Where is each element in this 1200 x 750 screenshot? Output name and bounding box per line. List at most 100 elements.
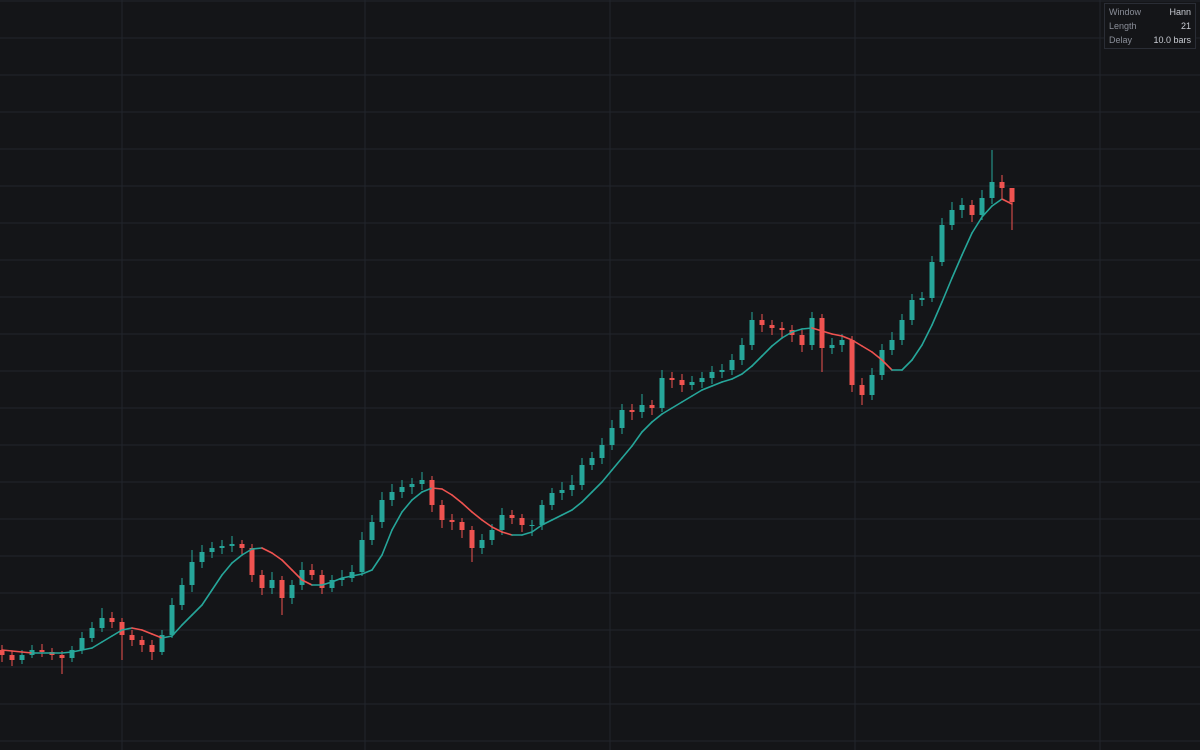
candle-body: [39, 650, 45, 652]
smoothed-line-segment: [161, 635, 173, 639]
smoothed-line-segment: [991, 198, 1003, 207]
smoothed-line-segment: [91, 641, 103, 649]
candle-body: [549, 493, 555, 505]
parameter-row: Length 21: [1109, 19, 1191, 33]
candle-body: [219, 546, 225, 548]
candle-body: [239, 544, 245, 548]
candle-body: [959, 205, 965, 210]
candle-body: [409, 484, 415, 487]
smoothed-line-segment: [231, 554, 243, 564]
candle-body: [209, 548, 215, 552]
candle-body: [249, 548, 255, 575]
candle-body: [429, 480, 435, 505]
candle-body: [589, 458, 595, 465]
smoothed-line-segment: [661, 407, 673, 415]
smoothed-line-segment: [631, 431, 643, 447]
smoothed-line-segment: [911, 344, 923, 361]
smoothed-line-segment: [981, 205, 993, 218]
candle-body: [279, 580, 285, 598]
candle-body: [759, 320, 765, 325]
candle-body: [799, 335, 805, 345]
smoothed-line-segment: [901, 359, 913, 371]
parameter-value: 10.0 bars: [1153, 35, 1191, 45]
candle-body: [689, 382, 695, 385]
smoothed-line-segment: [191, 604, 203, 616]
smoothed-line-segment: [741, 365, 753, 375]
smoothed-line-segment: [821, 330, 833, 335]
smoothed-line-segment: [621, 445, 633, 459]
smoothed-line-segment: [601, 469, 613, 483]
smoothed-line-segment: [951, 254, 963, 279]
smoothed-line-segment: [771, 337, 783, 347]
smoothed-line-segment: [521, 531, 533, 536]
smoothed-line-segment: [691, 389, 703, 397]
candle-body: [619, 410, 625, 428]
candle-body: [379, 500, 385, 522]
candle-body: [489, 530, 495, 540]
smoothed-line-segment: [921, 324, 933, 346]
candle-body: [99, 618, 105, 628]
candle-body: [599, 445, 605, 458]
parameter-row: Delay 10.0 bars: [1109, 33, 1191, 47]
candle-body: [969, 205, 975, 215]
smoothed-line-segment: [331, 577, 343, 583]
candle-body: [189, 562, 195, 585]
candle-body: [479, 540, 485, 548]
candle-body: [839, 340, 845, 345]
smoothed-line-segment: [471, 511, 483, 521]
candle-body: [859, 385, 865, 395]
smoothed-line-segment: [121, 627, 133, 631]
candle-body: [19, 655, 25, 660]
candle-body: [809, 318, 815, 345]
smoothed-line-segment: [281, 559, 293, 571]
smoothed-line-segment: [411, 491, 423, 501]
smoothed-line-segment: [701, 385, 713, 391]
parameters-panel: Window Hann Length 21 Delay 10.0 bars: [1104, 3, 1196, 49]
candle-body: [69, 650, 75, 658]
candle-body: [229, 544, 235, 546]
smoothed-line-segment: [101, 635, 113, 643]
candle-body: [179, 585, 185, 605]
candle-body: [459, 522, 465, 530]
smoothed-line-segment: [841, 335, 853, 341]
smoothed-line-segment: [551, 514, 563, 521]
candle-body: [199, 552, 205, 562]
candle-body: [569, 485, 575, 490]
smoothed-line-segment: [211, 574, 223, 591]
candle-body: [819, 318, 825, 348]
smoothed-line-segment: [851, 339, 863, 347]
smoothed-line-segment: [611, 457, 623, 471]
candle-body: [749, 320, 755, 345]
candle-body: [929, 262, 935, 298]
candle-body: [579, 465, 585, 485]
candle-body: [9, 655, 15, 660]
smoothed-line-segment: [541, 519, 553, 526]
smoothed-line-segment: [241, 548, 253, 556]
smoothed-line-segment: [961, 232, 973, 256]
candle-body: [319, 575, 325, 588]
candle-body: [849, 340, 855, 385]
candle-body: [769, 325, 775, 328]
candle-body: [729, 360, 735, 370]
smoothed-line-segment: [201, 589, 213, 606]
candle-body: [669, 378, 675, 380]
smoothed-line-segment: [591, 481, 603, 493]
parameter-label: Window: [1109, 7, 1142, 17]
candle-body: [739, 345, 745, 360]
smoothed-line-segment: [291, 569, 303, 581]
candle-body: [89, 628, 95, 638]
smoothed-line-segment: [861, 345, 873, 353]
candle-body: [889, 340, 895, 350]
smoothed-line-segment: [971, 216, 983, 234]
smoothed-line-segment: [21, 651, 33, 654]
smoothed-line-segment: [931, 301, 943, 326]
smoothed-line-segment: [531, 524, 543, 533]
smoothed-line-segment: [61, 651, 73, 654]
candle-body: [389, 492, 395, 500]
candle-body: [639, 405, 645, 412]
candle-body: [369, 522, 375, 540]
smoothed-line-segment: [381, 529, 393, 556]
smoothed-line-segment: [251, 547, 263, 550]
smoothed-line-segment: [881, 359, 893, 371]
